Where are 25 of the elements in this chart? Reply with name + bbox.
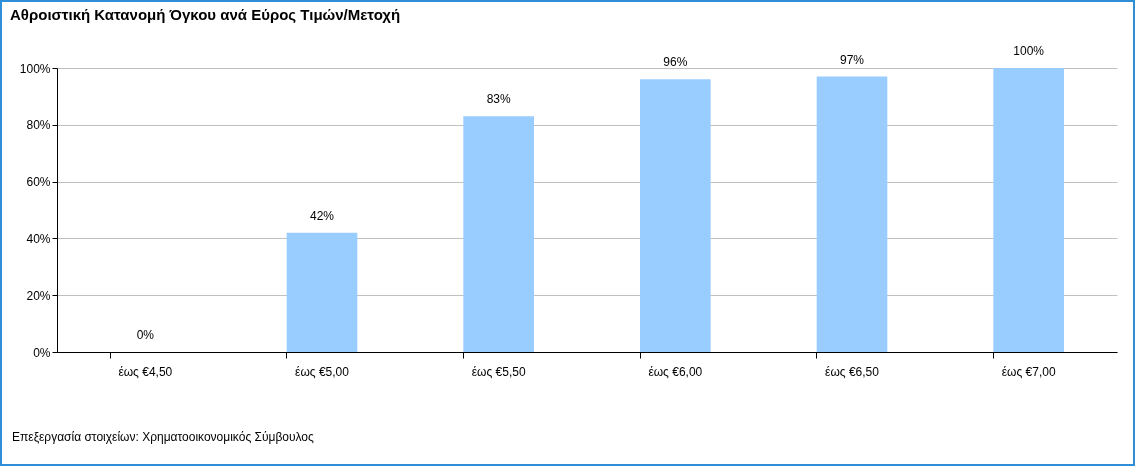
data-label: 83% <box>486 92 511 107</box>
bar <box>993 68 1064 352</box>
y-tick-label: 60% <box>26 175 51 190</box>
chart-title: Αθροιστική Κατανομή Όγκου ανά Εύρος Τιμών/Μετοχή <box>10 6 401 23</box>
y-tick-label: 80% <box>26 118 51 133</box>
data-label: 0% <box>136 328 155 342</box>
y-tick-label: 20% <box>26 288 51 303</box>
bar <box>816 76 888 352</box>
data-label: 100% <box>1013 44 1045 58</box>
data-label: 97% <box>839 52 865 67</box>
x-tick-label: έως €6,00 <box>648 364 703 379</box>
x-tick-label: έως €6,50 <box>825 364 880 379</box>
bar <box>640 79 711 352</box>
x-tick-label: έως €7,00 <box>1001 364 1056 379</box>
y-tick-label: 0% <box>33 345 51 360</box>
data-label: 42% <box>309 208 335 223</box>
x-tick-label: έως €4,50 <box>118 364 173 379</box>
text: Επεξεργασία στοιχείων: Χρηματοοικονομικός Σύμβουλος <box>12 430 314 444</box>
bar <box>463 116 534 352</box>
x-tick-label: έως €5,00 <box>295 364 350 379</box>
y-tick-label: 100% <box>19 61 51 76</box>
data-label: 96% <box>663 55 688 70</box>
x-tick-label: έως €5,50 <box>471 364 526 379</box>
bar <box>286 232 358 352</box>
y-tick-label: 40% <box>26 231 51 246</box>
